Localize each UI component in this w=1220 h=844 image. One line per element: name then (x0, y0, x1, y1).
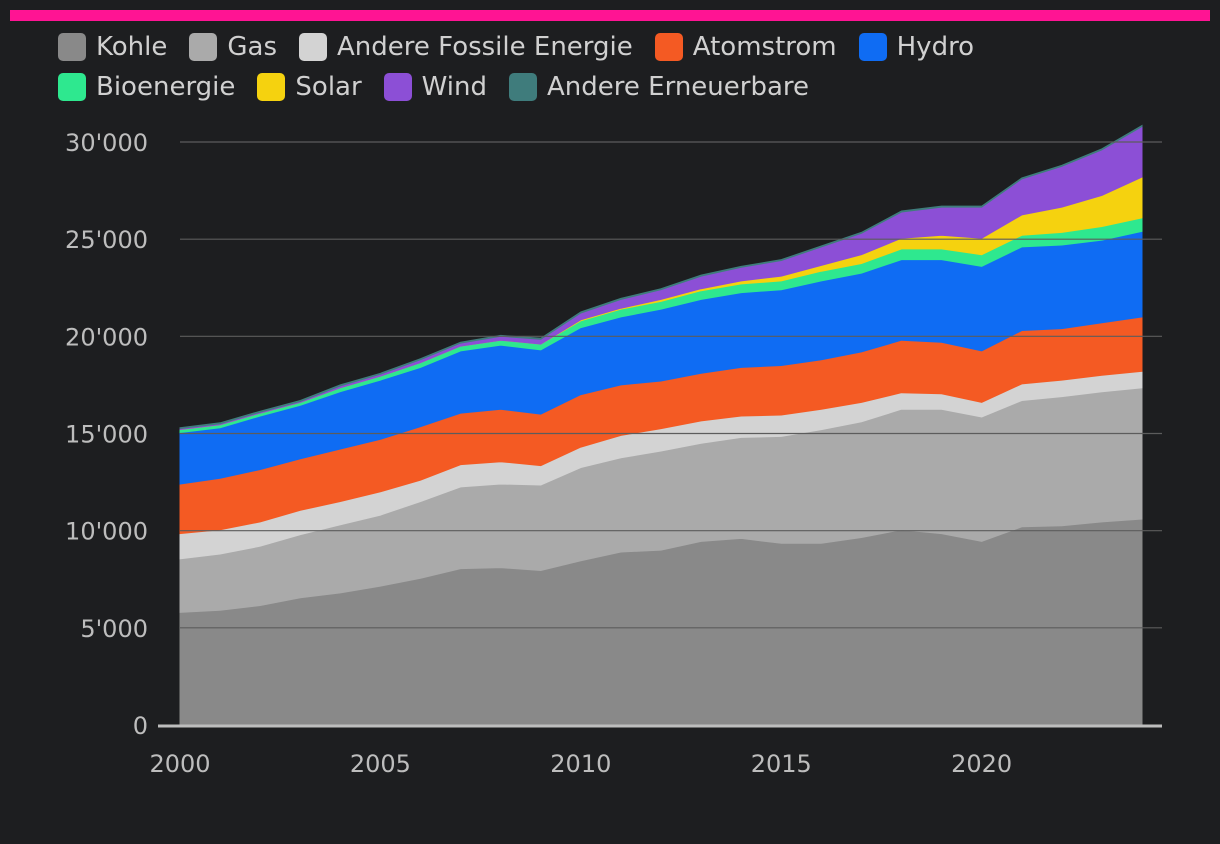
legend-label: Kohle (96, 32, 168, 62)
y-tick-label: 5'000 (80, 615, 148, 643)
legend-item-hydro[interactable]: Hydro (858, 32, 975, 62)
x-tick-label: 2000 (149, 750, 210, 778)
legend-swatch (58, 73, 86, 101)
legend-label: Solar (295, 72, 362, 102)
x-tick-label: 2020 (951, 750, 1012, 778)
legend-label: Andere Fossile Energie (337, 32, 633, 62)
y-tick-label: 30'000 (65, 129, 148, 157)
legend-item-gas[interactable]: Gas (189, 32, 277, 62)
legend-item-solar[interactable]: Solar (257, 72, 362, 102)
legend-swatch (509, 73, 538, 101)
legend-label: Gas (227, 32, 278, 62)
legend-swatch (257, 73, 286, 101)
legend-label: Atomstrom (692, 32, 837, 62)
y-tick-label: 25'000 (65, 226, 148, 254)
y-tick-label: 20'000 (65, 323, 148, 351)
legend-item-kohle[interactable]: Kohle (58, 32, 167, 62)
legend-label: Wind (421, 72, 488, 102)
legend-swatch (189, 33, 218, 61)
legend-label: Bioenergie (96, 72, 236, 102)
legend-label: Hydro (896, 32, 975, 62)
legend-item-wind[interactable]: Wind (383, 72, 488, 102)
legend-swatch (858, 33, 887, 61)
legend-swatch (383, 73, 412, 101)
y-tick-label: 10'000 (65, 518, 148, 546)
x-tick-label: 2010 (550, 750, 611, 778)
legend-label: Andere Erneuerbare (547, 72, 810, 102)
y-tick-label: 15'000 (65, 421, 148, 449)
legend-row-2: Bioenergie Solar Wind Andere Erneuerbare (58, 67, 1208, 107)
x-tick-label: 2005 (350, 750, 411, 778)
legend-swatch (299, 33, 328, 61)
legend-item-atomstrom[interactable]: Atomstrom (654, 32, 837, 62)
y-tick-label: 0 (133, 712, 148, 740)
legend-swatch (654, 33, 683, 61)
legend-item-andere-erneuerbare[interactable]: Andere Erneuerbare (509, 72, 809, 102)
legend-item-andere-fossile[interactable]: Andere Fossile Energie (299, 32, 633, 62)
legend-row-1: Kohle Gas Andere Fossile Energie Atomstr… (58, 27, 1208, 67)
legend-item-bioenergie[interactable]: Bioenergie (58, 72, 235, 102)
legend-swatch (58, 33, 86, 61)
legend: Kohle Gas Andere Fossile Energie Atomstr… (58, 27, 1208, 107)
x-tick-label: 2015 (751, 750, 812, 778)
accent-bar (10, 10, 1210, 21)
